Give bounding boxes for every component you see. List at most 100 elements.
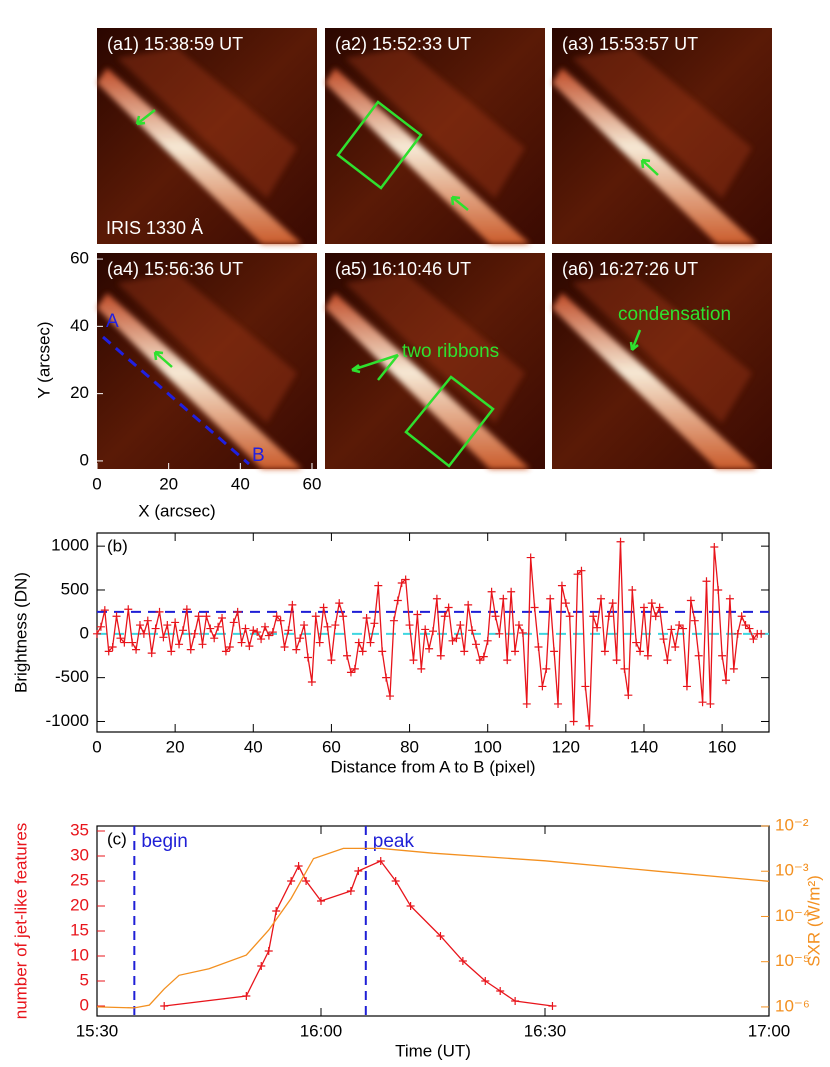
marker xyxy=(284,626,293,635)
marker xyxy=(206,624,215,633)
panel-label: (a5) 16:10:46 UT xyxy=(335,259,471,279)
marker xyxy=(511,997,520,1005)
image-panel: (a5) 16:10:46 UT xyxy=(325,253,545,469)
flare-ribbon xyxy=(325,293,530,469)
arrow xyxy=(450,195,469,211)
event-label: peak xyxy=(373,831,415,852)
marker xyxy=(729,664,738,673)
marker xyxy=(253,628,262,637)
y-tick-label: 35 xyxy=(70,820,89,839)
marker xyxy=(432,594,441,603)
panel-label: (a3) 15:53:57 UT xyxy=(562,34,698,54)
marker xyxy=(417,664,426,673)
marker xyxy=(237,638,246,647)
x-tick-label: 40 xyxy=(231,474,250,493)
x-tick-label: 60 xyxy=(322,737,341,756)
marker xyxy=(218,614,227,623)
marker xyxy=(589,612,598,621)
marker xyxy=(710,543,719,552)
marker xyxy=(300,621,309,630)
flare-ribbon xyxy=(97,68,302,244)
instrument-label: IRIS 1330 Å xyxy=(106,218,203,238)
marker xyxy=(288,600,297,609)
marker xyxy=(257,962,266,970)
marker xyxy=(608,599,617,608)
flare-ribbon xyxy=(552,293,757,469)
y-axis-label: Y (arcsec) xyxy=(34,321,53,398)
marker xyxy=(413,610,422,619)
x-tick-label: 140 xyxy=(630,737,658,756)
image-panel: (a3) 15:53:57 UT xyxy=(552,28,772,244)
marker xyxy=(706,699,715,708)
marker xyxy=(108,642,117,651)
marker xyxy=(229,618,238,627)
marker xyxy=(522,699,531,708)
marker xyxy=(382,673,391,682)
marker xyxy=(550,647,559,656)
marker xyxy=(159,633,168,642)
marker xyxy=(593,623,602,632)
marker xyxy=(499,594,508,603)
marker xyxy=(104,647,113,656)
marker xyxy=(221,647,230,656)
marker xyxy=(354,867,363,875)
x-tick-label: 16:30 xyxy=(524,1021,567,1040)
y-tick-label: 0 xyxy=(80,995,89,1014)
marker xyxy=(733,629,742,638)
marker xyxy=(530,603,539,612)
marker xyxy=(487,587,496,596)
marker xyxy=(346,887,355,895)
marker xyxy=(679,624,688,633)
marker xyxy=(346,668,355,677)
y-tick-label: 500 xyxy=(61,579,89,598)
marker xyxy=(376,857,385,865)
box xyxy=(336,100,423,190)
plot-frame xyxy=(96,825,770,1017)
event-label: begin xyxy=(141,831,188,852)
flare-ribbon xyxy=(325,68,530,244)
y-tick-label: 5 xyxy=(80,970,89,989)
marker xyxy=(597,594,605,603)
marker xyxy=(624,691,633,700)
marker xyxy=(429,627,437,636)
marker xyxy=(458,957,467,965)
marker xyxy=(612,656,621,665)
arrow xyxy=(629,329,642,351)
marker xyxy=(374,581,383,590)
marker xyxy=(565,612,574,621)
marker xyxy=(667,625,676,634)
marker xyxy=(460,647,469,656)
marker xyxy=(636,647,645,656)
marker xyxy=(511,647,520,656)
marker xyxy=(182,605,191,614)
marker xyxy=(647,599,656,608)
x-tick-label: 15:30 xyxy=(76,1021,119,1040)
marker xyxy=(358,647,367,656)
y-axis-label: number of jet-like features xyxy=(11,823,30,1020)
y-tick-label: 20 xyxy=(70,895,89,914)
x-tick-label: 20 xyxy=(166,737,185,756)
x-tick-label: 0 xyxy=(92,737,101,756)
marker xyxy=(280,642,289,651)
marker xyxy=(93,629,101,638)
marker xyxy=(714,585,723,594)
x-axis-label: Distance from A to B (pixel) xyxy=(330,757,535,776)
marker xyxy=(335,599,344,608)
marker xyxy=(526,553,535,562)
marker xyxy=(143,616,152,625)
loops xyxy=(117,48,297,198)
marker xyxy=(694,651,703,660)
panel-title: (b) xyxy=(107,536,128,555)
marker xyxy=(268,628,277,637)
image-panels: (a1) 15:38:59 UT (a2) 15:52:33 UT (a3) 15:… xyxy=(97,28,772,469)
series-line xyxy=(96,847,770,1009)
marker xyxy=(496,987,505,995)
marker xyxy=(569,717,578,726)
marker xyxy=(503,656,512,665)
y-tick-label: 0 xyxy=(80,450,89,469)
marker xyxy=(171,618,180,627)
x-axis-label: Time (UT) xyxy=(395,1041,471,1060)
marker xyxy=(585,721,594,730)
box xyxy=(404,375,495,468)
